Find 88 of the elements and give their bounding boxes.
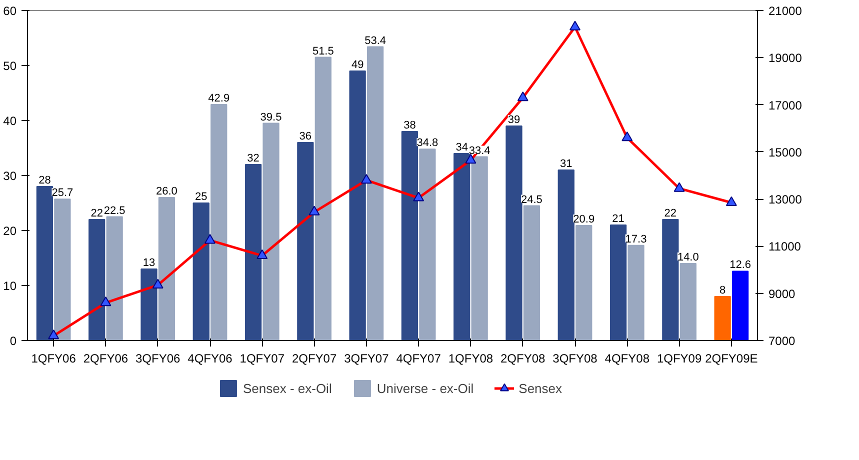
y2-tick-label: 11000 xyxy=(768,240,802,254)
data-label: 51.5 xyxy=(312,45,334,58)
x-tick-label: 2QFY06 xyxy=(83,352,128,366)
bar xyxy=(349,70,366,340)
data-label: 36 xyxy=(299,130,312,142)
x-tick-label: 3QFY08 xyxy=(552,352,598,366)
x-tick-label: 1QFY08 xyxy=(448,352,494,366)
data-label: 22 xyxy=(664,208,677,220)
bar xyxy=(662,219,679,340)
bar xyxy=(244,164,262,340)
y2-tick-label: 13000 xyxy=(768,192,802,207)
bar xyxy=(314,56,332,340)
bar xyxy=(680,263,696,340)
y2-tick-label: 7000 xyxy=(768,334,796,348)
y2-tick-label: 9000 xyxy=(768,286,796,301)
data-label: 22.5 xyxy=(104,204,126,217)
data-label: 14.0 xyxy=(677,252,699,264)
data-label: 38 xyxy=(404,120,416,132)
y-tick-label: 60 xyxy=(3,4,17,18)
bar xyxy=(210,104,228,340)
x-tick-label: 4QFY06 xyxy=(188,352,233,366)
data-label: 22 xyxy=(90,208,103,220)
data-label: 32 xyxy=(247,152,260,164)
data-label: 20.9 xyxy=(573,214,595,226)
y-tick-label: 0 xyxy=(10,334,17,348)
bar xyxy=(610,224,627,340)
bar xyxy=(88,219,106,340)
y-tick-label: 30 xyxy=(3,169,17,183)
y-tick-label: 20 xyxy=(3,224,17,238)
data-label: 25.7 xyxy=(52,187,74,200)
y-tick-label: 50 xyxy=(3,59,17,73)
data-label: 34 xyxy=(456,142,468,154)
data-label: 42.9 xyxy=(208,92,230,105)
bar xyxy=(297,142,314,340)
data-label: 49 xyxy=(351,59,364,71)
x-tick-label: 1QFY06 xyxy=(31,352,76,366)
data-label: 26.0 xyxy=(156,186,178,198)
bar xyxy=(471,156,488,340)
data-label: 34.8 xyxy=(416,137,438,150)
x-tick-label: 2QFY09E xyxy=(705,352,758,366)
bar xyxy=(576,225,592,340)
bar xyxy=(54,198,71,340)
x-tick-label: 2QFY08 xyxy=(500,352,546,366)
x-tick-label: 3QFY06 xyxy=(136,352,181,366)
bar xyxy=(454,153,470,340)
bar xyxy=(366,46,384,340)
data-label: 25 xyxy=(195,191,208,203)
bar xyxy=(628,244,644,340)
data-label: 24.5 xyxy=(521,194,542,206)
data-label: 33.4 xyxy=(468,144,490,157)
bar xyxy=(262,122,280,340)
legend-label: Sensex - ex-Oil xyxy=(242,380,332,396)
legend-label: Universe - ex-Oil xyxy=(376,380,474,396)
bar xyxy=(36,186,54,340)
data-label: 13 xyxy=(142,257,156,269)
data-label: 31 xyxy=(560,158,572,170)
y2-tick-label: 17000 xyxy=(768,98,802,112)
bar xyxy=(714,296,731,340)
data-label: 8 xyxy=(720,284,726,296)
y2-tick-label: 21000 xyxy=(768,4,802,18)
bar xyxy=(419,148,436,340)
bar xyxy=(558,170,574,340)
bar xyxy=(192,202,210,340)
legend-label: Sensex xyxy=(518,380,562,396)
bar xyxy=(523,205,540,340)
bar xyxy=(401,131,418,340)
data-label: 17.3 xyxy=(625,233,647,246)
y-tick-label: 40 xyxy=(3,114,17,128)
bar xyxy=(506,126,522,340)
y-tick-label: 10 xyxy=(3,279,17,293)
bar xyxy=(732,270,749,340)
x-tick-label: 4QFY08 xyxy=(604,352,650,366)
x-tick-label: 4QFY07 xyxy=(396,352,442,366)
x-tick-label: 3QFY07 xyxy=(344,352,390,366)
x-tick-label: 1QFY09 xyxy=(656,352,702,366)
x-tick-label: 1QFY07 xyxy=(240,352,285,366)
data-label: 53.4 xyxy=(364,34,386,47)
bar xyxy=(106,216,123,340)
data-label: 21 xyxy=(612,213,624,225)
data-label: 39.5 xyxy=(260,111,282,124)
y2-tick-label: 15000 xyxy=(768,145,802,160)
x-tick-label: 2QFY07 xyxy=(292,352,337,366)
bar xyxy=(140,268,158,340)
data-label: 28 xyxy=(38,174,51,186)
y2-tick-label: 19000 xyxy=(768,51,802,66)
data-label: 39 xyxy=(508,114,520,126)
data-label: 12.6 xyxy=(730,259,752,272)
bar xyxy=(158,197,176,340)
